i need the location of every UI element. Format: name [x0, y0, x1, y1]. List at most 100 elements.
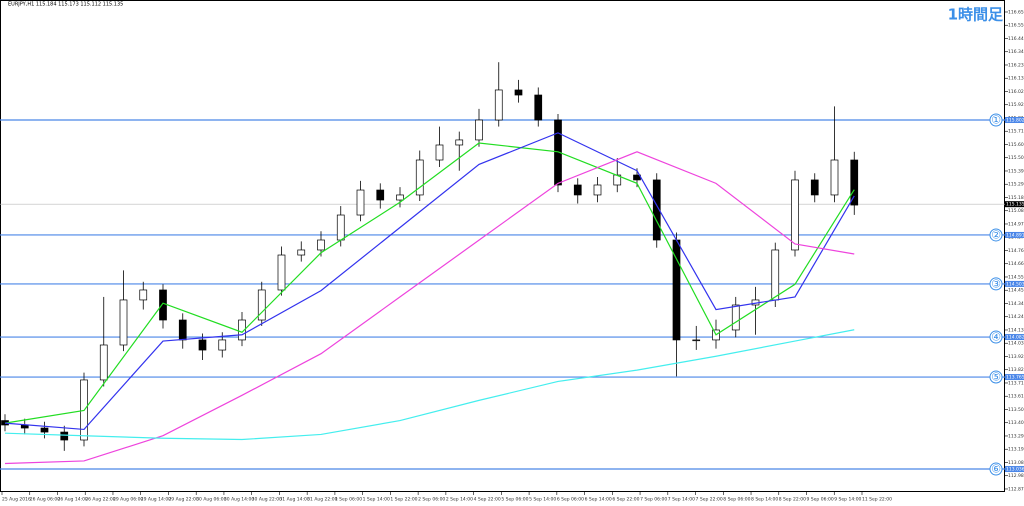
candle-body — [534, 94, 543, 121]
x-tick-label: 4 Sep 22:00 — [474, 497, 501, 503]
x-tick-label: 29 Aug 06:00 — [113, 497, 143, 503]
y-tick-label: 114.558 — [1008, 274, 1024, 280]
candle-body — [514, 89, 523, 96]
y-tick-label: 116.553 — [1008, 23, 1024, 29]
x-tick-label: 2 Sep 14:00 — [446, 497, 473, 503]
y-tick-label: 115.293 — [1008, 182, 1024, 188]
level-price-box — [1005, 117, 1024, 124]
candle-body — [791, 179, 799, 251]
moving-average — [4, 132, 855, 431]
x-tick-label: 9 Sep 06:00 — [807, 497, 834, 503]
candle-body — [238, 319, 246, 341]
y-tick-label: 113.508 — [1008, 407, 1024, 413]
level-price-box — [1005, 334, 1024, 341]
x-tick-label: 29 Aug 22:00 — [168, 497, 198, 503]
x-tick-label: 25 Aug 2016 — [2, 497, 31, 503]
x-tick-label: 1 Sep 22:00 — [390, 497, 417, 503]
level-label: ③ — [991, 277, 1001, 290]
x-tick-label: 26 Aug 22:00 — [85, 497, 115, 503]
level-price: 113.036 — [1006, 467, 1024, 473]
candle-body — [376, 189, 385, 201]
candle-body — [257, 289, 266, 321]
y-tick-label: 114.978 — [1008, 221, 1024, 227]
candle-body — [40, 427, 49, 433]
chart-title: EURJPY,H1 115.184 115.173 115.112 115.13… — [8, 2, 123, 8]
candle-body — [573, 184, 582, 196]
candle-body — [494, 89, 503, 121]
y-tick-label: 115.608 — [1008, 142, 1024, 148]
level-price: 114.891 — [1006, 232, 1024, 238]
x-tick-label: 7 Sep 22:00 — [696, 497, 723, 503]
y-tick-label: 113.928 — [1008, 354, 1024, 360]
candle-body — [119, 299, 128, 346]
y-tick-label: 114.453 — [1008, 288, 1024, 294]
y-tick-label: 115.398 — [1008, 168, 1024, 174]
level-price-box — [1005, 280, 1024, 287]
y-tick-label: 114.243 — [1008, 314, 1024, 320]
y-tick-label: 113.298 — [1008, 433, 1024, 439]
level-price: 114.503 — [1006, 281, 1024, 287]
y-tick-label: 115.503 — [1008, 155, 1024, 161]
x-tick-label: 8 Sep 14:00 — [751, 497, 778, 503]
x-tick-label: 7 Sep 06:00 — [640, 497, 667, 503]
x-tick-label: 2 Sep 06:00 — [418, 497, 445, 503]
y-tick-label: 115.923 — [1008, 102, 1024, 108]
plot-frame — [0, 0, 1005, 492]
x-tick-label: 26 Aug 06:00 — [30, 497, 60, 503]
x-tick-label: 8 Sep 22:00 — [779, 497, 806, 503]
candle-body — [830, 159, 839, 196]
candle-body — [356, 189, 365, 216]
level-label: ④ — [991, 331, 1001, 344]
x-tick-label: 30 Aug 22:00 — [252, 497, 282, 503]
x-tick-label: 26 Aug 14:00 — [57, 497, 87, 503]
y-tick-label: 113.718 — [1008, 380, 1024, 386]
candle-body — [159, 289, 167, 321]
candle-body — [771, 249, 780, 301]
level-price: 113.765 — [1006, 375, 1024, 381]
moving-average — [4, 151, 855, 465]
candle-body — [415, 159, 424, 196]
level-badge — [989, 113, 1003, 127]
y-tick-label: 116.238 — [1008, 62, 1024, 68]
level-price-box — [1005, 231, 1024, 238]
candle-body — [60, 431, 69, 441]
x-tick-label: 31 Aug 14:00 — [279, 497, 309, 503]
y-tick-label: 116.448 — [1008, 36, 1024, 42]
candle-body — [850, 159, 859, 206]
candle-body — [455, 139, 464, 146]
y-tick-label: 116.133 — [1008, 76, 1024, 82]
level-label: ② — [991, 228, 1001, 241]
y-tick-label: 114.138 — [1008, 327, 1024, 333]
y-tick-label: 112.878 — [1008, 486, 1024, 492]
y-tick-label: 113.403 — [1008, 420, 1024, 426]
level-badge — [989, 330, 1003, 344]
candle-body — [554, 119, 562, 186]
y-tick-label: 114.768 — [1008, 248, 1024, 254]
x-tick-label: 31 Aug 22:00 — [307, 497, 337, 503]
candle-body — [178, 319, 187, 341]
last-price-label: 115.135 — [1006, 202, 1024, 208]
x-tick-label: 11 Sep 22:00 — [862, 497, 892, 503]
y-tick-label: 113.823 — [1008, 367, 1024, 373]
x-tick-label: 29 Aug 14:00 — [141, 497, 171, 503]
level-badge — [989, 370, 1003, 384]
candle-body — [593, 184, 602, 196]
moving-average — [4, 329, 855, 441]
y-tick-label: 115.188 — [1008, 195, 1024, 201]
candle-body — [139, 289, 148, 301]
y-tick-label: 113.613 — [1008, 394, 1024, 400]
level-badge — [989, 228, 1003, 242]
candle-body — [336, 214, 345, 241]
last-price-box — [1005, 201, 1024, 208]
x-tick-label: 5 Sep 14:00 — [529, 497, 556, 503]
x-tick-label: 1 Sep 06:00 — [335, 497, 362, 503]
level-label: ⑥ — [991, 463, 1001, 476]
x-tick-label: 9 Sep 14:00 — [834, 497, 861, 503]
x-tick-label: 8 Sep 06:00 — [723, 497, 750, 503]
level-label: ① — [991, 114, 1001, 127]
candle-body — [198, 339, 207, 351]
candle-body — [317, 239, 325, 251]
x-tick-label: 5 Sep 06:00 — [501, 497, 528, 503]
x-tick-label: 30 Aug 14:00 — [224, 497, 254, 503]
